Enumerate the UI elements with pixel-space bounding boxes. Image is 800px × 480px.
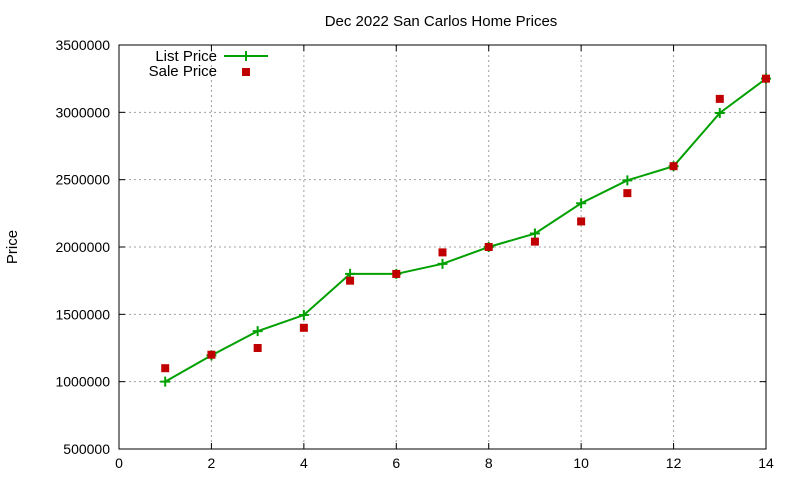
list-price-point [529, 228, 540, 239]
x-tick-label: 4 [300, 455, 308, 471]
x-tick-label: 6 [392, 455, 400, 471]
legend: List Price Sale Price [149, 48, 268, 80]
sale-price-point [669, 162, 678, 171]
chart-title: Dec 2022 San Carlos Home Prices [325, 13, 558, 30]
x-tick-label: 12 [666, 455, 682, 471]
sale-price-point [484, 243, 493, 251]
y-tick-label: 500000 [63, 441, 110, 457]
legend-marker-sale-price [242, 68, 250, 76]
list-price-point [437, 258, 448, 269]
list-price-point [252, 326, 263, 337]
legend-marker-list-price [241, 51, 251, 61]
ticks: 0 2 4 6 8 10 12 14 500000 1000000 1500000 2000000 25… [55, 37, 774, 471]
y-tick-label: 1500000 [55, 306, 110, 322]
sale-price-point [623, 189, 632, 198]
list-price-point [622, 175, 633, 186]
y-tick-label: 3500000 [55, 37, 110, 53]
x-tick-label: 10 [573, 455, 589, 471]
series [160, 73, 771, 387]
y-axis-label: Price [4, 230, 21, 264]
y-tick-label: 1000000 [55, 374, 110, 390]
sale-price-point [392, 269, 401, 278]
sale-price-point [161, 364, 170, 373]
list-price-point [714, 108, 725, 119]
sale-price-point [346, 276, 355, 285]
sale-price-point [530, 237, 539, 246]
x-tick-label: 2 [208, 455, 216, 471]
x-tick-label: 8 [485, 455, 493, 471]
y-tick-label: 2000000 [55, 239, 110, 255]
list-price-point [298, 310, 309, 321]
sale-price-point [438, 248, 447, 257]
legend-label-sale-price: Sale Price [149, 63, 217, 80]
list-price-point [576, 198, 587, 209]
sale-price-point [577, 217, 586, 226]
sale-price-point [253, 344, 262, 352]
sale-price-point [299, 323, 308, 332]
y-tick-label: 2500000 [55, 172, 110, 188]
x-tick-label: 0 [115, 455, 123, 471]
series-line-list-price [164, 77, 767, 383]
x-tick-label: 14 [758, 455, 774, 471]
sale-price-point [207, 350, 216, 359]
list-price-point [160, 376, 171, 387]
sale-price-point [715, 94, 724, 103]
sale-price-point [762, 74, 770, 83]
legend-label-list-price: List Price [155, 48, 217, 65]
y-tick-label: 3000000 [55, 104, 110, 120]
